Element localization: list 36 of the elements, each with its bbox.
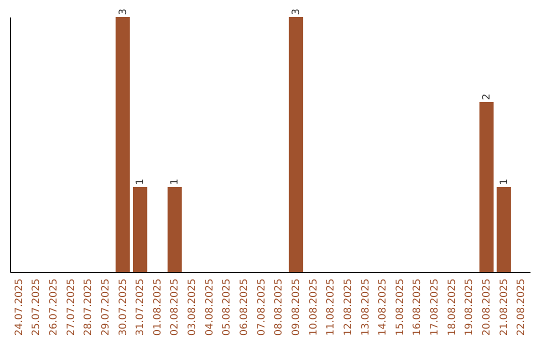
x-tick-label: 12.08.2025 [342,278,354,336]
x-tick-label: 06.08.2025 [239,278,250,336]
x-tick-label: 09.08.2025 [290,278,302,336]
x-tick-label: 21.08.2025 [498,278,510,336]
data-label: 3 [118,8,129,15]
x-tick-label: 04.08.2025 [204,278,216,336]
x-tick-label: 30.07.2025 [118,278,129,336]
x-tick-label: 07.08.2025 [256,278,268,336]
x-tick-label: 01.08.2025 [152,278,164,336]
x-tick-label: 28.07.2025 [83,278,94,336]
data-label: 3 [290,8,302,15]
x-tick-label: 22.08.2025 [516,278,528,336]
x-tick-label: 27.07.2025 [66,278,77,336]
x-tick-label: 16.08.2025 [412,278,424,336]
x-tick-label: 10.08.2025 [308,278,320,336]
x-tick-label: 13.08.2025 [360,278,372,336]
x-tick-label: 03.08.2025 [187,278,198,336]
x-tick-label: 26.07.2025 [48,278,60,336]
x-tick-label: 29.07.2025 [100,278,112,336]
x-tick-label: 31.07.2025 [135,278,146,336]
x-tick-label: 18.08.2025 [446,278,458,336]
x-tick-label: 05.08.2025 [222,278,233,336]
x-tick-label: 17.08.2025 [430,278,441,336]
data-label: 1 [135,178,146,185]
data-label: 1 [170,178,181,185]
x-tick-label: 11.08.2025 [326,278,337,336]
x-tick-label: 20.08.2025 [482,278,493,336]
data-label: 2 [482,94,493,100]
data-label: 1 [498,178,510,185]
x-tick-label: 08.08.2025 [274,278,285,336]
x-tick-label: 14.08.2025 [378,278,389,336]
x-tick-label: 15.08.2025 [394,278,406,336]
x-tick-label: 25.07.2025 [31,278,42,336]
x-tick-label: 24.07.2025 [14,278,25,336]
x-tick-label: 19.08.2025 [464,278,476,336]
x-tick-label: 02.08.2025 [170,278,181,336]
